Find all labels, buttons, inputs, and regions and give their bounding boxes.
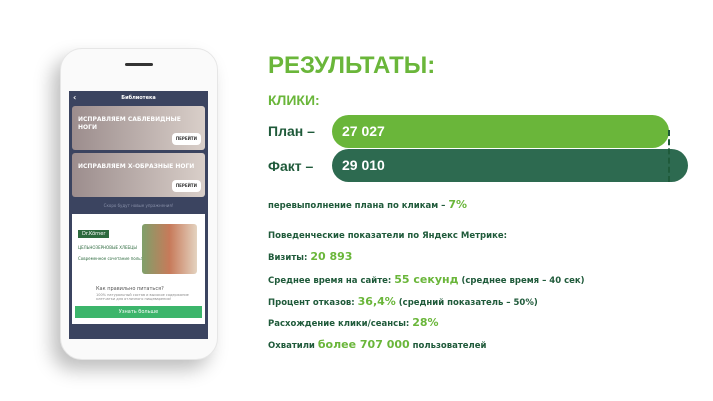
metrics-title: Поведенческие показатели по Яндекс Метри… <box>268 231 508 241</box>
brand-logo: Dr.Körner <box>78 230 110 238</box>
header-title: Библиотека <box>121 95 156 101</box>
value: 20 893 <box>310 250 353 263</box>
phone-speaker <box>125 63 153 66</box>
value: 28% <box>412 316 439 329</box>
note: (средний показатель – 50%) <box>395 298 538 308</box>
section-title: КЛИКИ: <box>268 92 320 108</box>
label: Охватили <box>268 341 318 351</box>
ad-banner[interactable]: Dr.Körner ЦЕЛЬНОЗЕРНОВЫЕ ХЛЕБЦЫ Современ… <box>72 214 205 324</box>
fact-value: 29 010 <box>342 157 385 173</box>
go-button[interactable]: ПЕРЕЙТИ <box>171 180 201 192</box>
value: более 707 000 <box>317 338 410 351</box>
app-header: ‹ Библиотека <box>69 91 208 105</box>
visits: Визиты: 20 893 <box>268 250 352 263</box>
ad-description: 100% натуральный состав и высокое содерж… <box>96 293 189 301</box>
fact-label: Факт – <box>268 158 314 174</box>
value: 7% <box>448 198 468 211</box>
label: Визиты: <box>268 253 311 263</box>
go-button[interactable]: ПЕРЕЙТИ <box>171 133 201 145</box>
note: (среднее время – 40 сек) <box>458 276 585 286</box>
learn-more-button[interactable]: Узнать больше <box>75 306 202 318</box>
back-icon[interactable]: ‹ <box>73 93 77 102</box>
fact-bar: 29 010 <box>332 149 688 182</box>
ad-sub: Современное сочетание пользы и сладости <box>78 256 171 261</box>
reach: Охватили более 707 000 пользователей <box>268 338 486 351</box>
card-title: ИСПРАВЛЯЕМ САБЛЕВИДНЫЕ НОГИ <box>78 116 181 131</box>
clicks-sessions-diff: Расхождение клики/сеансы: 28% <box>268 316 439 329</box>
exercise-card[interactable]: ИСПРАВЛЯЕМ Х-ОБРАЗНЫЕ НОГИ ПЕРЕЙТИ <box>72 153 205 197</box>
label: Среднее время на сайте: <box>268 276 395 286</box>
page-title: РЕЗУЛЬТАТЫ: <box>268 52 436 79</box>
overfulfillment: перевыполнение плана по кликам – 7% <box>268 198 467 211</box>
exercise-card[interactable]: ИСПРАВЛЯЕМ САБЛЕВИДНЫЕ НОГИ ПЕРЕЙТИ <box>72 106 205 150</box>
plan-marker-line <box>668 130 670 182</box>
plan-value: 27 027 <box>342 123 385 139</box>
plan-label: План – <box>268 123 315 139</box>
label: Процент отказов: <box>268 298 358 308</box>
product-image <box>142 224 197 274</box>
card-title: ИСПРАВЛЯЕМ Х-ОБРАЗНЫЕ НОГИ <box>78 163 195 170</box>
note: пользователей <box>409 341 487 351</box>
ad-headline: ЦЕЛЬНОЗЕРНОВЫЕ ХЛЕБЦЫ <box>78 245 137 250</box>
value: 36,4% <box>357 295 396 308</box>
hint-text: Скоро будут новые упражнения! <box>103 203 174 208</box>
value: 55 секунд <box>394 273 459 286</box>
bounce-rate: Процент отказов: 36,4% (средний показате… <box>268 295 538 308</box>
label: Расхождение клики/сеансы: <box>268 319 413 329</box>
avg-time: Среднее время на сайте: 55 секунд (средн… <box>268 273 585 286</box>
phone-screen: ‹ Библиотека ИСПРАВЛЯЕМ САБЛЕВИДНЫЕ НОГИ П… <box>69 91 208 339</box>
label: перевыполнение плана по кликам – <box>268 201 449 211</box>
phone-mockup: ‹ Библиотека ИСПРАВЛЯЕМ САБЛЕВИДНЫЕ НОГИ П… <box>60 48 218 360</box>
plan-bar: 27 027 <box>332 115 669 148</box>
ad-question: Как правильно питаться? <box>96 286 164 292</box>
